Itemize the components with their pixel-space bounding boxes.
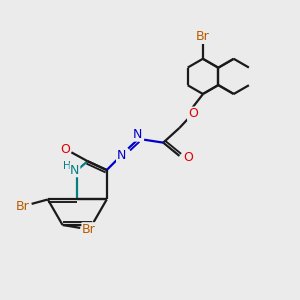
Text: N: N — [133, 128, 142, 141]
Text: Br: Br — [82, 223, 96, 236]
Text: N: N — [117, 149, 126, 162]
Text: N: N — [70, 164, 80, 176]
Text: Br: Br — [196, 30, 210, 43]
Text: Br: Br — [16, 200, 30, 213]
Text: O: O — [183, 151, 193, 164]
Text: H: H — [63, 160, 71, 171]
Text: O: O — [188, 107, 198, 120]
Text: O: O — [60, 143, 70, 156]
